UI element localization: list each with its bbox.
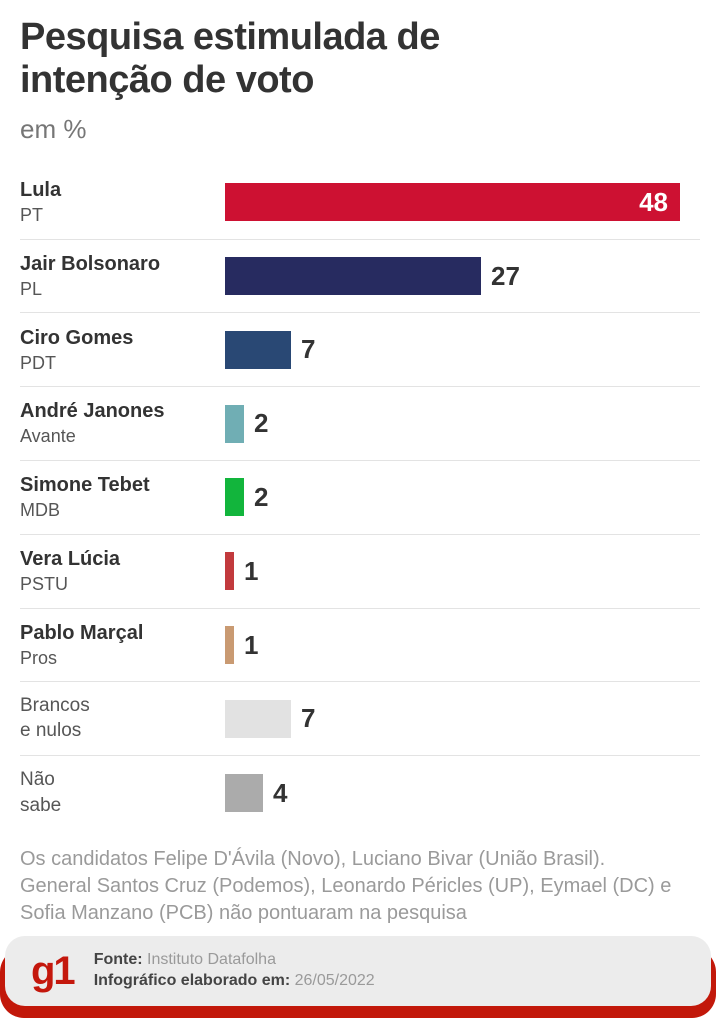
bar-value: 2 [254, 408, 269, 439]
bar-area: 1 [225, 552, 700, 591]
candidate-name: Ciro Gomes [20, 326, 134, 349]
chart-rows: Lula PT 48 Jair Bolsonaro PL 27 Ciro Gom… [20, 166, 700, 830]
g1-logo: g1 [31, 948, 76, 993]
bar-area: 2 [225, 404, 700, 443]
bar-area: 48 [225, 183, 700, 222]
bar-area: 2 [225, 478, 700, 517]
bar [225, 257, 481, 296]
row-label: André Janones Avante [20, 399, 225, 448]
chart-row: Lula PT 48 [20, 166, 700, 240]
candidate-name: Não [20, 768, 55, 790]
candidate-party: Avante [20, 426, 76, 447]
row-label: Ciro Gomes PDT [20, 326, 225, 375]
candidate-party: MDB [20, 500, 60, 521]
bar [225, 699, 291, 738]
candidate-name: Pablo Marçal [20, 621, 144, 644]
chart-row: Simone Tebet MDB 2 [20, 461, 700, 535]
page-title: Pesquisa estimulada de intenção de voto [20, 16, 440, 101]
chart-row: Vera Lúcia PSTU 1 [20, 535, 700, 609]
candidate-name: Brancos [20, 694, 90, 716]
footnote-line: Os candidatos Felipe D'Ávila (Novo), Luc… [20, 848, 606, 871]
date-label: Infográfico elaborado em: [93, 971, 291, 989]
chart-unit-label: em % [20, 113, 87, 144]
bar-area: 7 [225, 330, 700, 369]
date-line: Infográfico elaborado em: 26/05/2022 [94, 971, 375, 992]
row-label: Lula PT [20, 178, 225, 227]
chart-row: Pablo Marçal Pros 1 [20, 609, 700, 683]
candidate-name: Lula [20, 179, 62, 202]
bar-value: 1 [244, 629, 259, 660]
bar-value: 1 [244, 555, 259, 586]
candidate-name: Jair Bolsonaro [20, 252, 161, 275]
candidate-party: Pros [20, 647, 58, 668]
row-label: Vera Lúcia PSTU [20, 547, 225, 596]
chart-row: Brancos e nulos 7 [20, 682, 700, 757]
bar-value: 7 [301, 703, 316, 734]
bar [225, 774, 263, 813]
credits: Fonte: Instituto Datafolha Infográfico e… [94, 950, 375, 992]
chart-row: André Janones Avante 2 [20, 387, 700, 462]
bar [225, 478, 244, 517]
source-line: Fonte: Instituto Datafolha [94, 950, 375, 971]
bar-value: 48 [639, 186, 668, 217]
bar-area: 7 [225, 699, 700, 738]
footnote: Os candidatos Felipe D'Ávila (Novo), Luc… [20, 846, 696, 928]
bar [225, 626, 234, 665]
chart-row: Jair Bolsonaro PL 27 [20, 240, 700, 314]
row-label: Pablo Marçal Pros [20, 621, 225, 670]
candidate-name: Vera Lúcia [20, 548, 121, 570]
candidate-party: PSTU [20, 574, 69, 594]
candidate-name: André Janones [20, 400, 165, 423]
chart-row: Ciro Gomes PDT 7 [20, 313, 700, 388]
date-value: 26/05/2022 [290, 971, 375, 989]
row-label: Jair Bolsonaro PL [20, 252, 225, 301]
footnote-line: Sofia Manzano (PCB) não pontuaram na pes… [20, 902, 467, 925]
header: Pesquisa estimulada de intenção de voto … [0, 0, 716, 145]
candidate-party: PT [20, 205, 44, 226]
candidate-party: e nulos [20, 720, 82, 742]
footer: g1 Fonte: Instituto Datafolha Infográfic… [0, 935, 716, 1018]
bar-area: 27 [225, 257, 700, 296]
candidate-party: sabe [20, 794, 62, 816]
row-label: Não sabe [20, 769, 225, 818]
bar: 48 [225, 183, 680, 222]
bar [225, 330, 291, 369]
bar-value: 2 [254, 481, 269, 512]
candidate-party: PL [20, 278, 43, 299]
row-label: Brancos e nulos [20, 695, 225, 744]
source-label: Fonte: [93, 950, 143, 968]
row-label: Simone Tebet MDB [20, 473, 225, 522]
bar-area: 1 [225, 626, 700, 665]
candidate-name: Simone Tebet [20, 474, 150, 497]
source-value: Instituto Datafolha [142, 950, 276, 968]
footnote-line: General Santos Cruz (Podemos), Leonardo … [20, 875, 672, 898]
candidate-party: PDT [20, 352, 56, 373]
bar [225, 404, 244, 443]
chart-row: Não sabe 4 [20, 756, 700, 830]
bar-area: 4 [225, 774, 700, 813]
bar-value: 4 [273, 777, 288, 808]
footer-credit-bar: g1 Fonte: Instituto Datafolha Infográfic… [5, 935, 711, 1006]
bar-value: 27 [491, 260, 520, 291]
bar-value: 7 [301, 334, 316, 365]
bar [225, 552, 234, 591]
